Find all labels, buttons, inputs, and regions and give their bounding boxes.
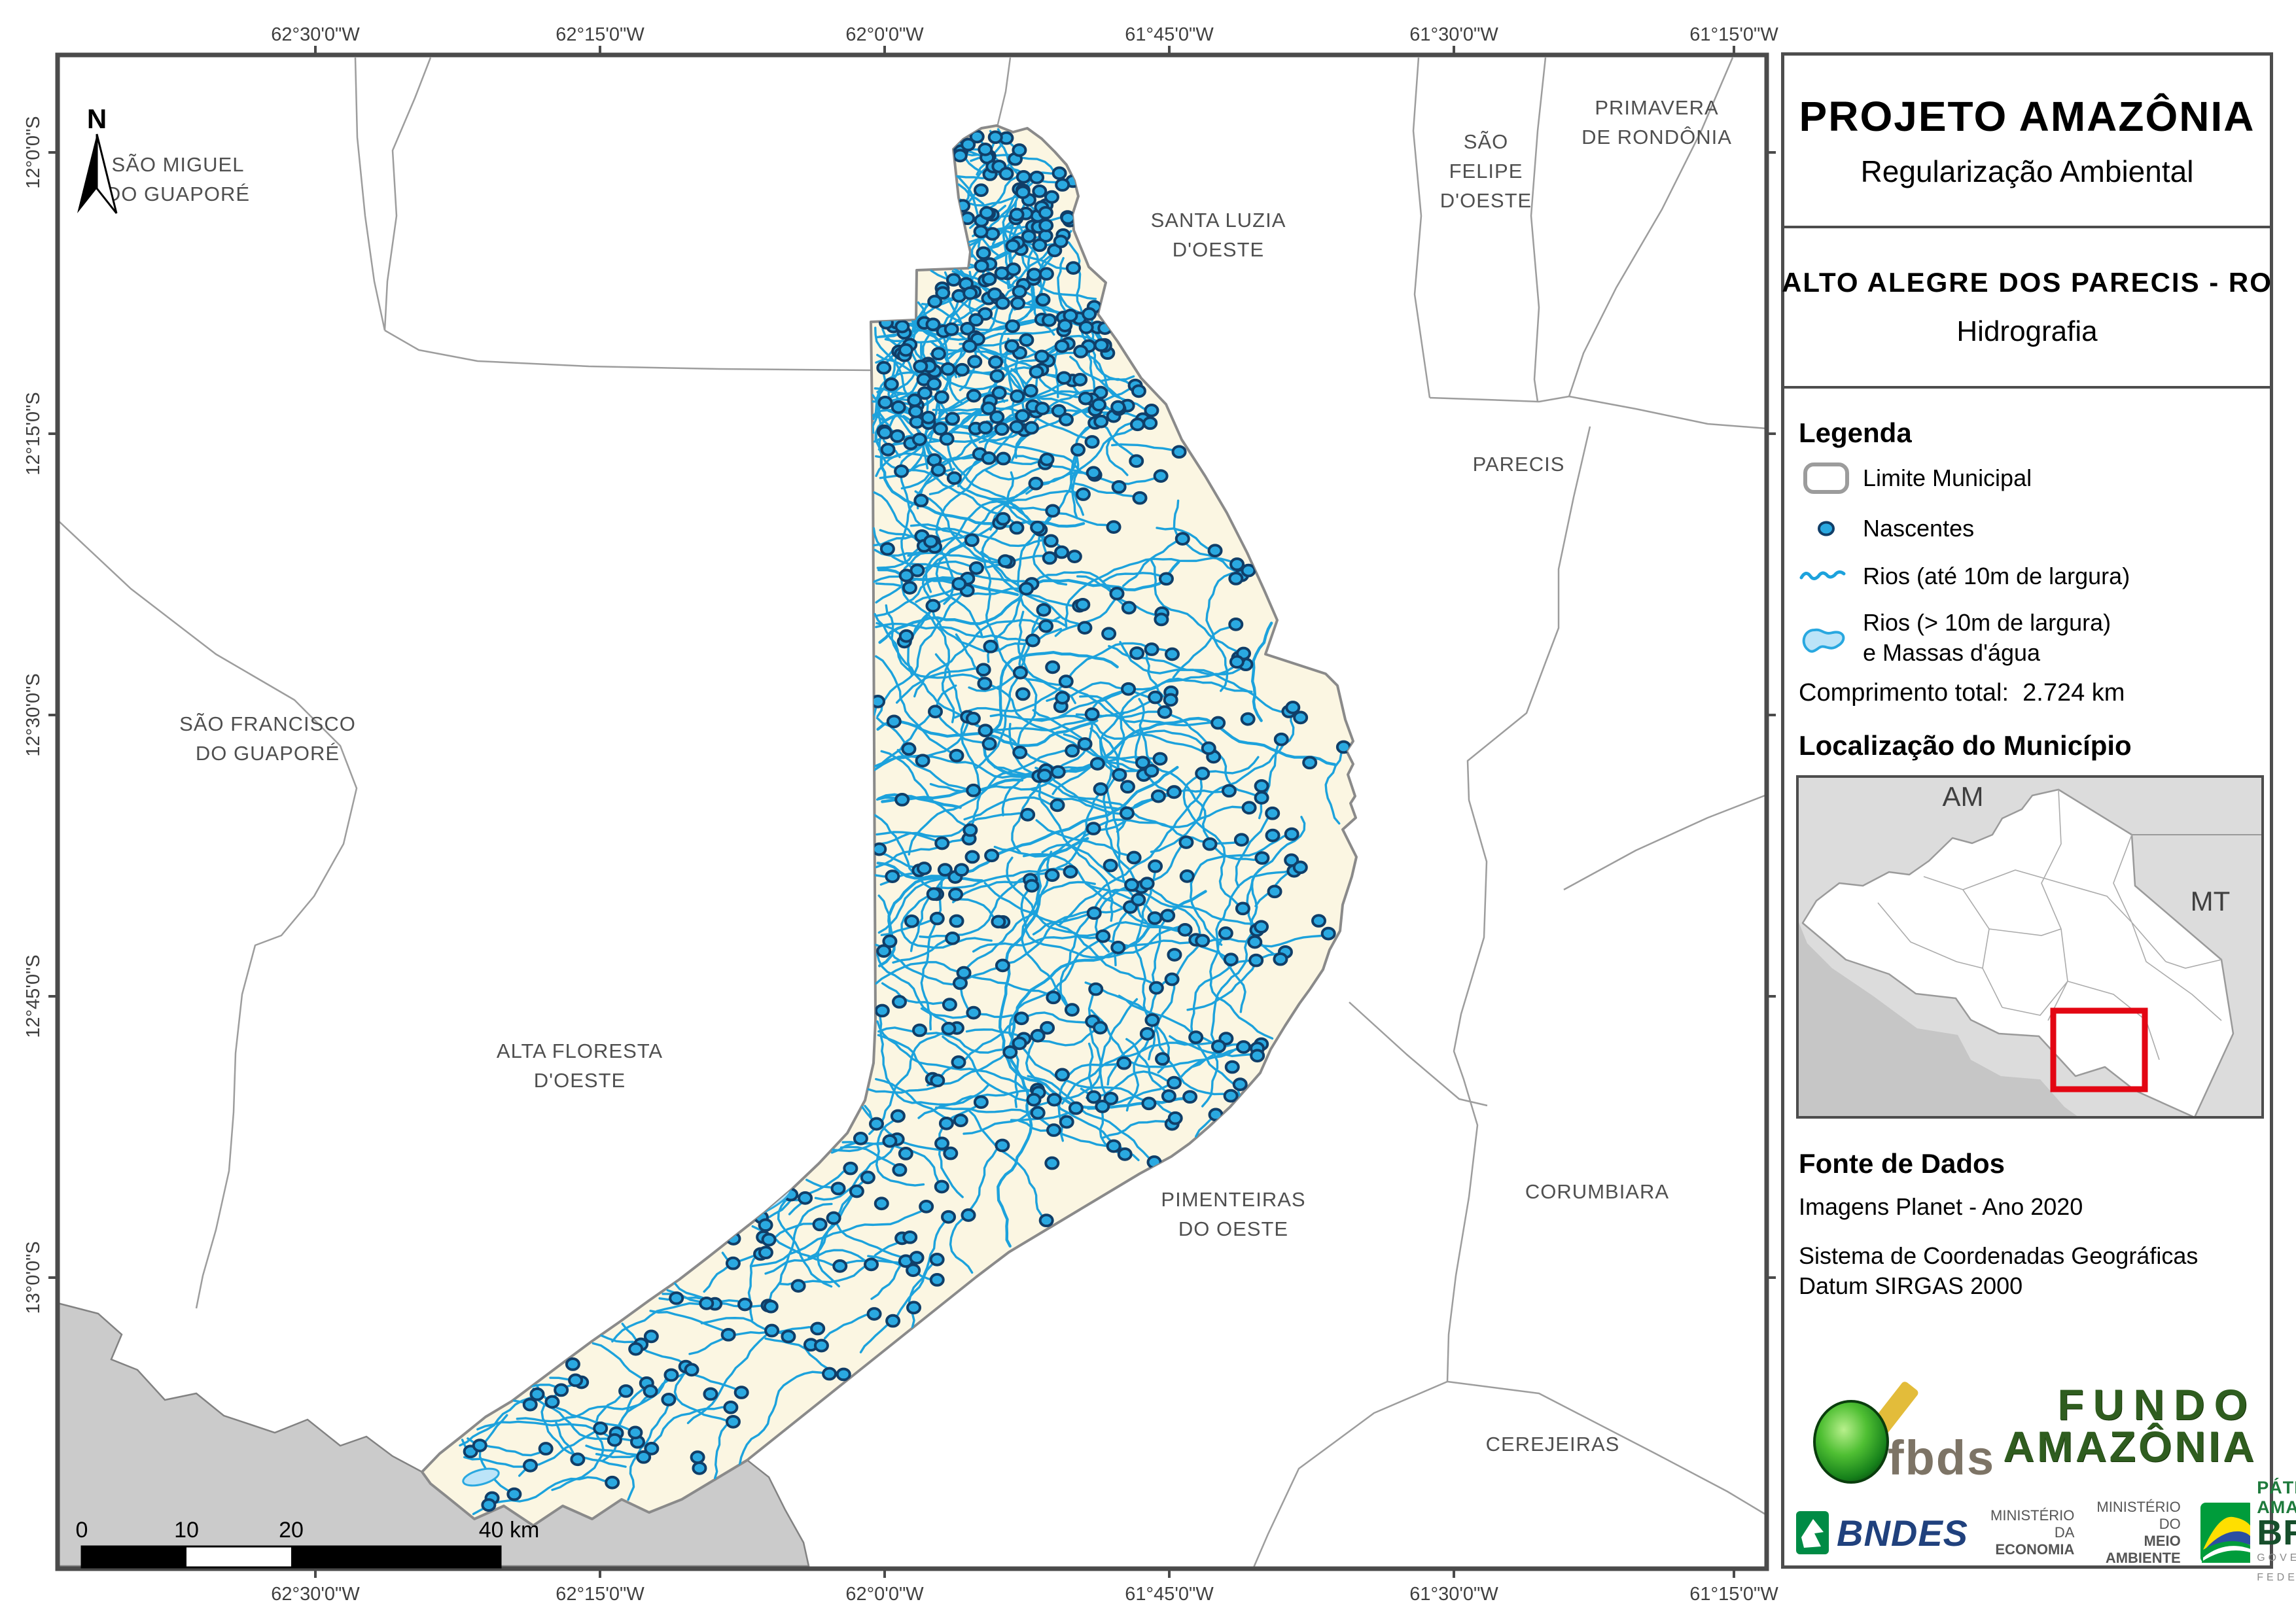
map-label-cerejeiras: CEREJEIRAS xyxy=(1486,1433,1620,1456)
title-block: PROJETO AMAZÔNIA Regularização Ambiental xyxy=(1784,56,2270,228)
legend-item-limite: Limite Municipal xyxy=(1799,459,2032,498)
svg-text:12°45'0"S: 12°45'0"S xyxy=(23,954,44,1038)
map-labels: SÃO MIGUEL DO GUAPORÉ SANTA LUZIA D'OESTE SÃ… xyxy=(106,96,1732,1456)
svg-text:20: 20 xyxy=(279,1518,304,1543)
page-title: PROJETO AMAZÔNIA xyxy=(1799,93,2255,140)
svg-text:62°15'0"W: 62°15'0"W xyxy=(556,24,645,45)
inset-label-am: AM xyxy=(1943,781,1984,812)
map-label-sao-felipe: SÃO FELIPE D'OESTE xyxy=(1440,130,1532,212)
svg-text:40 km: 40 km xyxy=(479,1518,540,1543)
fbds-logo: fbds xyxy=(1804,1374,2000,1492)
fbds-sphere-icon xyxy=(1813,1400,1889,1484)
municipality-title: ALTO ALEGRE DOS PARECIS - RO xyxy=(1782,266,2272,298)
legend-item-label: Rios (> 10m de largura) e Massas d'água xyxy=(1863,609,2111,666)
municipal-limit-swatch-icon xyxy=(1799,462,1854,495)
inset-map-svg: AM MT xyxy=(1796,775,2264,1119)
svg-text:13°0'0"S: 13°0'0"S xyxy=(23,1241,44,1314)
fundo-amazonia-logo: FUNDO AMAZÔNIA xyxy=(2003,1380,2257,1471)
datasource-line1: Imagens Planet - Ano 2020 xyxy=(1799,1193,2083,1220)
svg-text:61°30'0"W: 61°30'0"W xyxy=(1409,24,1498,45)
map-label-primavera: PRIMAVERA DE RONDÔNIA xyxy=(1581,96,1732,148)
map-label-pimenteiras: PIMENTEIRAS DO OESTE xyxy=(1161,1188,1305,1240)
svg-text:62°30'0"W: 62°30'0"W xyxy=(271,1584,360,1605)
datasource-line2: Sistema de Coordenadas Geográficas Datum… xyxy=(1799,1242,2199,1299)
inset-label-mt: MT xyxy=(2191,886,2231,916)
government-logos-row: BNDES MINISTÉRIO DA ECONOMIA MINISTÉRIO … xyxy=(1795,1478,2296,1583)
svg-text:61°15'0"W: 61°15'0"W xyxy=(1689,24,1778,45)
map-label-alta-floresta: ALTA FLORESTA D'OESTE xyxy=(497,1039,663,1092)
legend-item-label: Nascentes xyxy=(1863,515,1975,542)
nascente-dot-swatch-icon xyxy=(1799,515,1854,542)
municipality-locator-rect xyxy=(2050,1007,2148,1092)
legend-item-nascentes: Nascentes xyxy=(1799,510,1974,547)
info-panel: PROJETO AMAZÔNIA Regularização Ambiental… xyxy=(1781,52,2296,1583)
nascentes-dots xyxy=(463,130,1351,1512)
location-inset-map: AM MT xyxy=(1796,775,2264,1119)
river-line-swatch-icon xyxy=(1799,563,1854,589)
legend-heading: Legenda xyxy=(1799,417,1912,448)
svg-text:62°0'0"W: 62°0'0"W xyxy=(845,1584,924,1605)
hydrography-layer xyxy=(459,128,1351,1516)
svg-text:12°0'0"S: 12°0'0"S xyxy=(23,116,44,188)
svg-text:12°30'0"S: 12°30'0"S xyxy=(23,673,44,756)
map-label-santa-luzia: SANTA LUZIA D'OESTE xyxy=(1151,209,1286,261)
map-label-sao-francisco: SÃO FRANCISCO DO GUAPORÉ xyxy=(179,712,356,765)
svg-text:61°15'0"W: 61°15'0"W xyxy=(1689,1584,1778,1605)
datasource-heading: Fonte de Dados xyxy=(1799,1148,2005,1179)
map-type: Hidrografia xyxy=(1956,315,2098,347)
map-frame-and-axes: 62°30'0"W 62°15'0"W 62°0'0"W 61°45'0"W 61°30… xyxy=(23,24,1778,1605)
location-heading: Localização do Município xyxy=(1799,730,2132,761)
svg-text:0: 0 xyxy=(76,1518,88,1543)
ministerio-meio-ambiente: MINISTÉRIO DO MEIO AMBIENTE xyxy=(2096,1499,2181,1566)
legend-item-label: Limite Municipal xyxy=(1863,464,2032,491)
legend-item-rios: Rios (até 10m de largura) xyxy=(1799,558,2130,595)
svg-text:61°45'0"W: 61°45'0"W xyxy=(1125,24,1214,45)
total-length-value: 2.724 km xyxy=(2022,679,2125,707)
governo-federal-logo: PÁTRIA AMADA BRASIL GOVERNO FEDERAL xyxy=(2199,1478,2296,1588)
ministerio-economia: MINISTÉRIO DA ECONOMIA xyxy=(1990,1507,2075,1558)
total-length: Comprimento total: 2.724 km xyxy=(1799,679,2125,707)
municipal-boundaries xyxy=(57,57,1767,1568)
svg-text:62°15'0"W: 62°15'0"W xyxy=(556,1584,645,1605)
legend-item-rios-grandes: Rios (> 10m de largura) e Massas d'água xyxy=(1799,605,2111,671)
bndes-logo: BNDES xyxy=(1795,1503,1968,1562)
municipality-block: ALTO ALEGRE DOS PARECIS - RO Hidrografia xyxy=(1782,228,2272,389)
map-label-sao-miguel: SÃO MIGUEL DO GUAPORÉ xyxy=(106,153,250,205)
map-label-corumbiara: CORUMBIARA xyxy=(1525,1180,1669,1203)
scale-bar: 0 10 20 40 km xyxy=(76,1518,540,1569)
svg-text:61°45'0"W: 61°45'0"W xyxy=(1125,1584,1214,1605)
bndes-icon xyxy=(1796,1511,1829,1554)
svg-text:12°15'0"S: 12°15'0"S xyxy=(23,392,44,475)
water-body-swatch-icon xyxy=(1799,613,1854,663)
svg-text:N: N xyxy=(87,103,107,134)
north-arrow: N xyxy=(77,103,118,214)
svg-text:62°30'0"W: 62°30'0"W xyxy=(271,24,360,45)
map-label-parecis: PARECIS xyxy=(1473,453,1565,476)
brasil-flag-icon xyxy=(2200,1503,2251,1563)
page-subtitle: Regularização Ambiental xyxy=(1860,154,2194,188)
legend-item-label: Rios (até 10m de largura) xyxy=(1863,563,2130,589)
svg-text:61°30'0"W: 61°30'0"W xyxy=(1409,1584,1498,1605)
svg-text:62°0'0"W: 62°0'0"W xyxy=(845,24,924,45)
svg-text:10: 10 xyxy=(174,1518,199,1543)
